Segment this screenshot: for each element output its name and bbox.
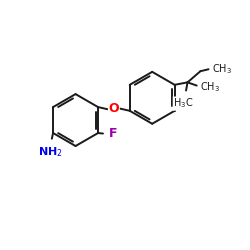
Text: F: F bbox=[108, 127, 117, 140]
Text: CH$_3$: CH$_3$ bbox=[200, 80, 220, 94]
Text: H$_3$C: H$_3$C bbox=[173, 97, 193, 110]
Text: O: O bbox=[108, 102, 119, 116]
Text: CH$_3$: CH$_3$ bbox=[212, 62, 232, 76]
Text: NH$_2$: NH$_2$ bbox=[38, 145, 63, 159]
